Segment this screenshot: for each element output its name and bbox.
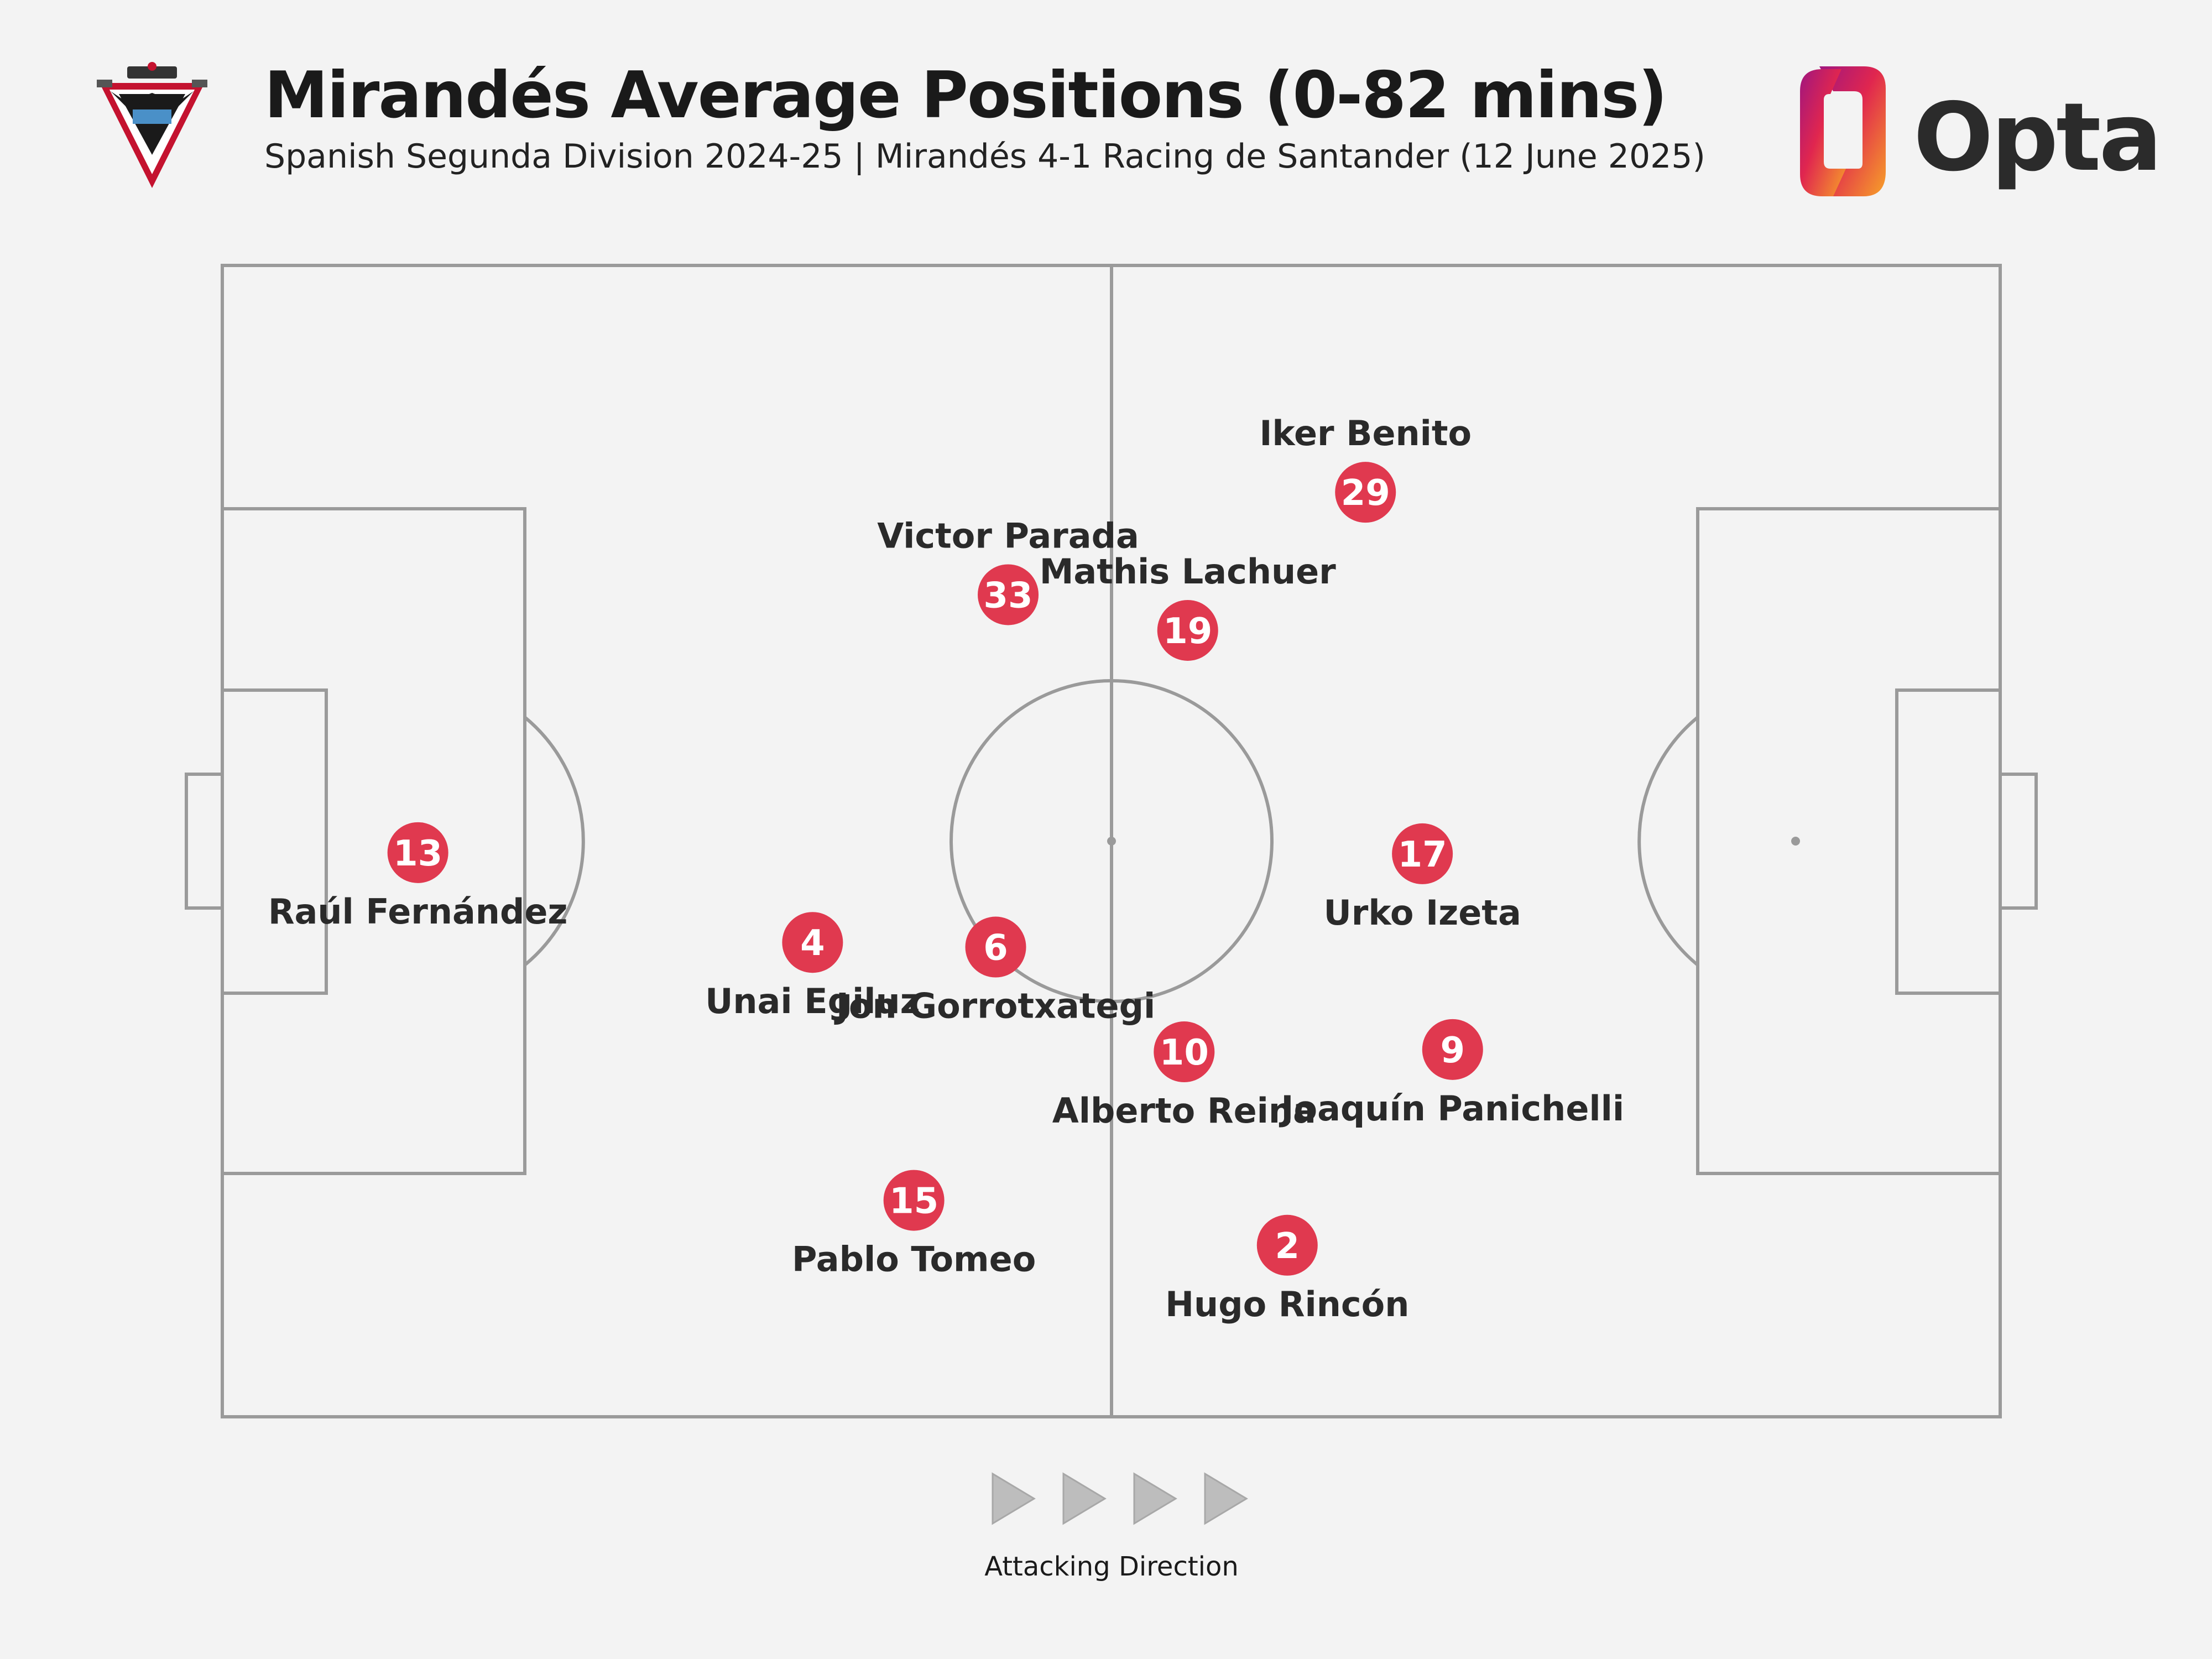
player-marker	[387, 822, 448, 883]
left-penalty-area	[221, 507, 526, 1175]
right-penalty-arc	[1637, 716, 1699, 967]
player-marker	[978, 564, 1039, 625]
player-number: 33	[983, 575, 1032, 616]
player-number: 19	[1163, 611, 1212, 652]
player-name-label: Unai Egiluz	[705, 981, 920, 1021]
right-six-yard-box	[1895, 688, 2002, 995]
player-name-label: Raúl Fernández	[268, 891, 568, 932]
chart-title: Mirandés Average Positions (0-82 mins)	[264, 58, 1667, 133]
player-marker	[883, 1170, 945, 1231]
direction-arrow-icon	[1133, 1472, 1177, 1525]
player-name-label: Pablo Tomeo	[792, 1239, 1036, 1280]
club-crest-logo	[97, 62, 207, 188]
opta-wordmark: Opta	[1913, 83, 2162, 192]
attacking-direction-label: Attacking Direction	[984, 1551, 1239, 1582]
player-number: 2	[1275, 1226, 1300, 1267]
right-penalty-area	[1696, 507, 2002, 1175]
player-markers: 13 Raúl Fernández 4 Unai Egiluz 6 Jon Gorrotx…	[268, 413, 1624, 1324]
opta-logo-icon	[1800, 66, 1886, 196]
left-six-yard-box	[221, 688, 328, 995]
direction-arrow-icon	[992, 1472, 1036, 1525]
player-marker	[965, 916, 1026, 978]
player-name-label: Jon Gorrotxategi	[834, 986, 1155, 1026]
player-name-label: Urko Izeta	[1323, 893, 1521, 933]
player-number: 9	[1441, 1030, 1465, 1071]
right-goal	[1999, 773, 2038, 910]
player-marker	[1157, 599, 1218, 661]
player-number: 13	[393, 833, 442, 874]
player-name-label: Hugo Rincón	[1165, 1284, 1409, 1324]
attacking-direction-arrows	[992, 1472, 1248, 1525]
player-number: 4	[800, 923, 825, 964]
player-number: 15	[889, 1181, 938, 1222]
player-name-label: Alberto Reina	[1052, 1091, 1316, 1131]
player-number: 6	[983, 928, 1008, 969]
player-marker	[1256, 1214, 1318, 1276]
player-marker	[1335, 462, 1396, 523]
player-name-label: Joaquín Panichelli	[1279, 1088, 1624, 1129]
player-marker	[1422, 1019, 1483, 1080]
direction-arrow-icon	[1062, 1472, 1107, 1525]
player-marker	[782, 912, 843, 973]
player-name-label: Iker Benito	[1259, 413, 1472, 453]
direction-arrow-icon	[1204, 1472, 1248, 1525]
centre-spot	[1107, 837, 1116, 846]
left-goal	[185, 773, 224, 910]
player-marker	[1392, 823, 1453, 884]
player-name-label: Mathis Lachuer	[1040, 551, 1336, 592]
player-number: 17	[1398, 834, 1447, 875]
player-name-label: Victor Parada	[877, 515, 1139, 556]
player-number: 10	[1160, 1032, 1209, 1073]
chart-subtitle: Spanish Segunda Division 2024-25 | Miran…	[264, 137, 1705, 176]
right-penalty-spot	[1791, 837, 1800, 846]
player-marker	[1154, 1021, 1215, 1083]
centre-circle	[950, 679, 1274, 1003]
player-number: 29	[1341, 473, 1390, 514]
left-penalty-arc	[524, 716, 585, 967]
